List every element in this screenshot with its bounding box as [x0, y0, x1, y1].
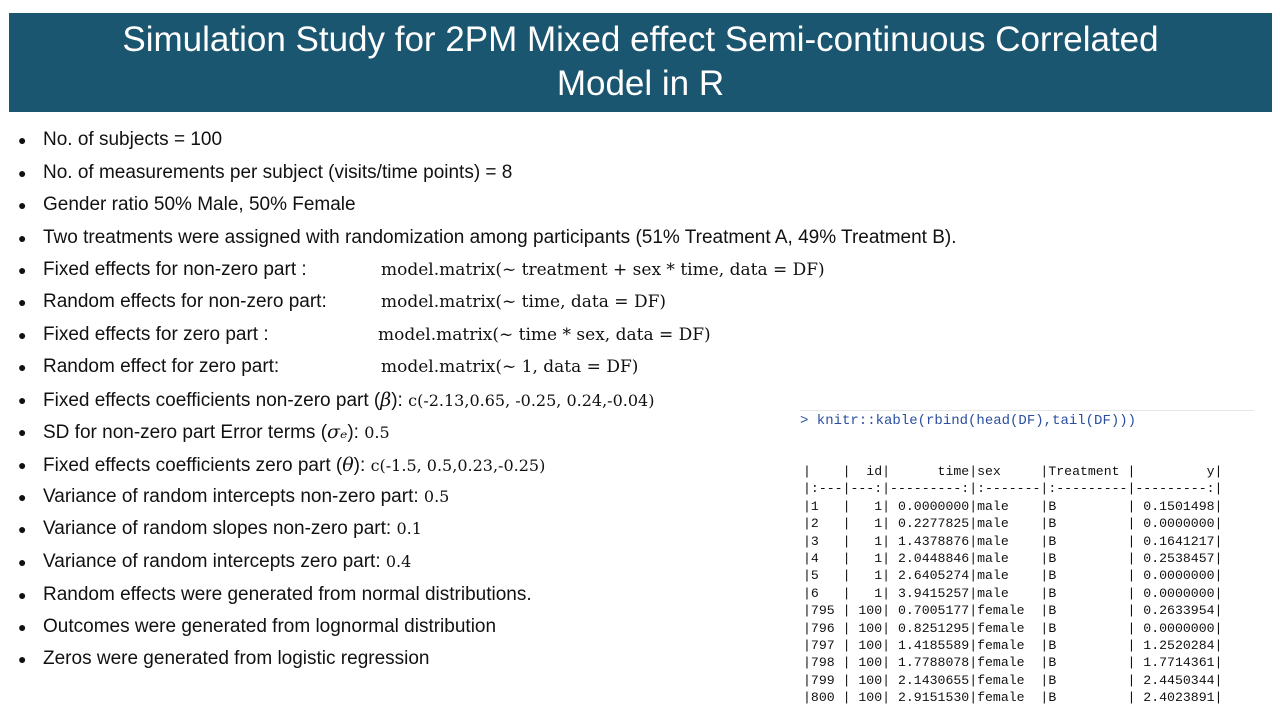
formula-fixed-nonzero: model.matrix(~ treatment + sex * time, d… [381, 260, 825, 280]
slide-title: Simulation Study for 2PM Mixed effect Se… [9, 13, 1272, 112]
bullet-dot: ● [18, 651, 27, 667]
bullet-dot: ● [18, 554, 27, 570]
bullet-dot: ● [18, 457, 27, 473]
formula-random-nonzero: model.matrix(~ time, data = DF) [381, 292, 667, 312]
formula-fixed-zero: model.matrix(~ time * sex, data = DF) [378, 325, 711, 345]
table-row: |798 | 100| 1.7788078|female |B | 1.7714… [803, 655, 1223, 671]
sd-value: 0.5 [364, 423, 390, 442]
bullet-dot: ● [18, 424, 27, 440]
table-header: | | id| time|sex |Treatment | y| [803, 464, 1223, 479]
table-row: |799 | 100| 2.1430655|female |B | 2.4450… [803, 672, 1223, 688]
title-line-1: Simulation Study for 2PM Mixed effect Se… [122, 20, 1159, 59]
sigma-symbol: σₑ [327, 421, 348, 443]
table-row: |2 | 1| 0.2277825|male |B | 0.0000000| [803, 516, 1223, 532]
theta-values: c(-1.5, 0.5,0.23,-0.25) [370, 456, 546, 475]
table-row: |800 | 100| 2.9151530|female |B | 2.4023… [803, 690, 1223, 706]
bullet-dot: ● [18, 521, 27, 537]
bullet-dot: ● [18, 619, 27, 635]
table-row: |3 | 1| 1.4378876|male |B | 0.1641217| [803, 533, 1223, 549]
bullet-dot: ● [18, 197, 27, 213]
table-row: |797 | 100| 1.4185589|female |B | 1.2520… [803, 638, 1223, 654]
bullet-dot: ● [18, 230, 27, 246]
kable-output-table: | | id| time|sex |Treatment | y| |:---|-… [803, 463, 1222, 707]
beta-symbol: β [380, 389, 392, 411]
table-row: |796 | 100| 0.8251295|female |B | 0.0000… [803, 620, 1223, 636]
bullet-dot: ● [18, 262, 27, 278]
table-row: |795 | 100| 0.7005177|female |B | 0.2633… [803, 603, 1223, 619]
table-row: |1 | 1| 0.0000000|male |B | 0.1501498| [803, 498, 1223, 514]
bullet-dot: ● [18, 165, 27, 181]
bullet-dot: ● [18, 132, 27, 148]
table-row: |6 | 1| 3.9415257|male |B | 0.0000000| [803, 585, 1223, 601]
table-separator: |:---|---:|---------:|:-------|:--------… [803, 481, 1223, 497]
bullet-dot: ● [18, 587, 27, 603]
r-console-command: > knitr::kable(rbind(head(DF),tail(DF))) [800, 410, 1254, 429]
bullet-dot: ● [18, 359, 27, 375]
bullet-dot: ● [18, 392, 27, 408]
bullet-dot: ● [18, 327, 27, 343]
bullet-dot: ● [18, 489, 27, 505]
beta-values: c(-2.13,0.65, -0.25, 0.24,-0.04) [408, 391, 655, 410]
table-row: |4 | 1| 2.0448846|male |B | 0.2538457| [803, 551, 1223, 567]
bullet-dot: ● [18, 294, 27, 310]
table-row: |5 | 1| 2.6405274|male |B | 0.0000000| [803, 568, 1223, 584]
formula-random-zero: model.matrix(~ 1, data = DF) [381, 357, 639, 377]
theta-symbol: θ [342, 454, 354, 476]
title-line-2: Model in R [556, 64, 725, 103]
